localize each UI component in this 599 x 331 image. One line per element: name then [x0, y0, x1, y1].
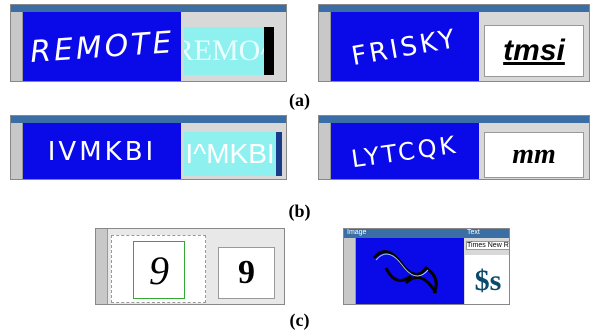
ocr-text: mm [512, 139, 556, 170]
captcha-image: FRISKY [331, 12, 479, 81]
window-title: Image [347, 229, 367, 236]
ocr-output: 9 [218, 247, 275, 299]
font-name: Times New Roma [466, 241, 509, 250]
captcha-image: LYTCQK [331, 123, 479, 179]
screenshot: 9 9 [95, 228, 285, 305]
screenshot: Image Text Times New Roma $s [343, 228, 510, 305]
captcha-text: IVMKBI [47, 137, 157, 167]
ocr-output: REMO^ [184, 27, 264, 75]
ocr-text: tmsi [503, 34, 565, 67]
captcha-drawing [372, 250, 438, 294]
subfigure-label: (b) [288, 201, 311, 221]
window-title: Text [467, 229, 480, 236]
screenshot: LYTCQK mm [318, 115, 590, 180]
ocr-text: $s [474, 263, 502, 297]
ocr-output: mm [484, 132, 584, 178]
subfigure-label: (c) [289, 310, 310, 330]
captcha-image: 9 [133, 241, 185, 299]
captcha-image: IVMKBI [23, 123, 181, 179]
captcha-image [356, 238, 464, 304]
subfigure-label: (a) [289, 90, 310, 110]
ocr-text: REMO^ [184, 34, 264, 67]
ocr-output: tmsi [484, 25, 584, 77]
ocr-text: I^MKBI [185, 138, 275, 169]
captcha-text: FRISKY [349, 23, 461, 72]
captcha-text: REMOTE [28, 25, 176, 70]
ocr-text: 9 [238, 254, 255, 291]
screenshot: REMOTE REMO^ [10, 4, 287, 82]
ocr-output: I^MKBI [184, 132, 282, 176]
screenshot: FRISKY tmsi [318, 4, 590, 82]
screenshot: IVMKBI I^MKBI [10, 115, 287, 180]
captcha-image: REMOTE [23, 12, 181, 81]
captcha-text: 9 [149, 247, 169, 293]
captcha-text: LYTCQK [349, 130, 461, 174]
ocr-output: $s [465, 255, 509, 304]
